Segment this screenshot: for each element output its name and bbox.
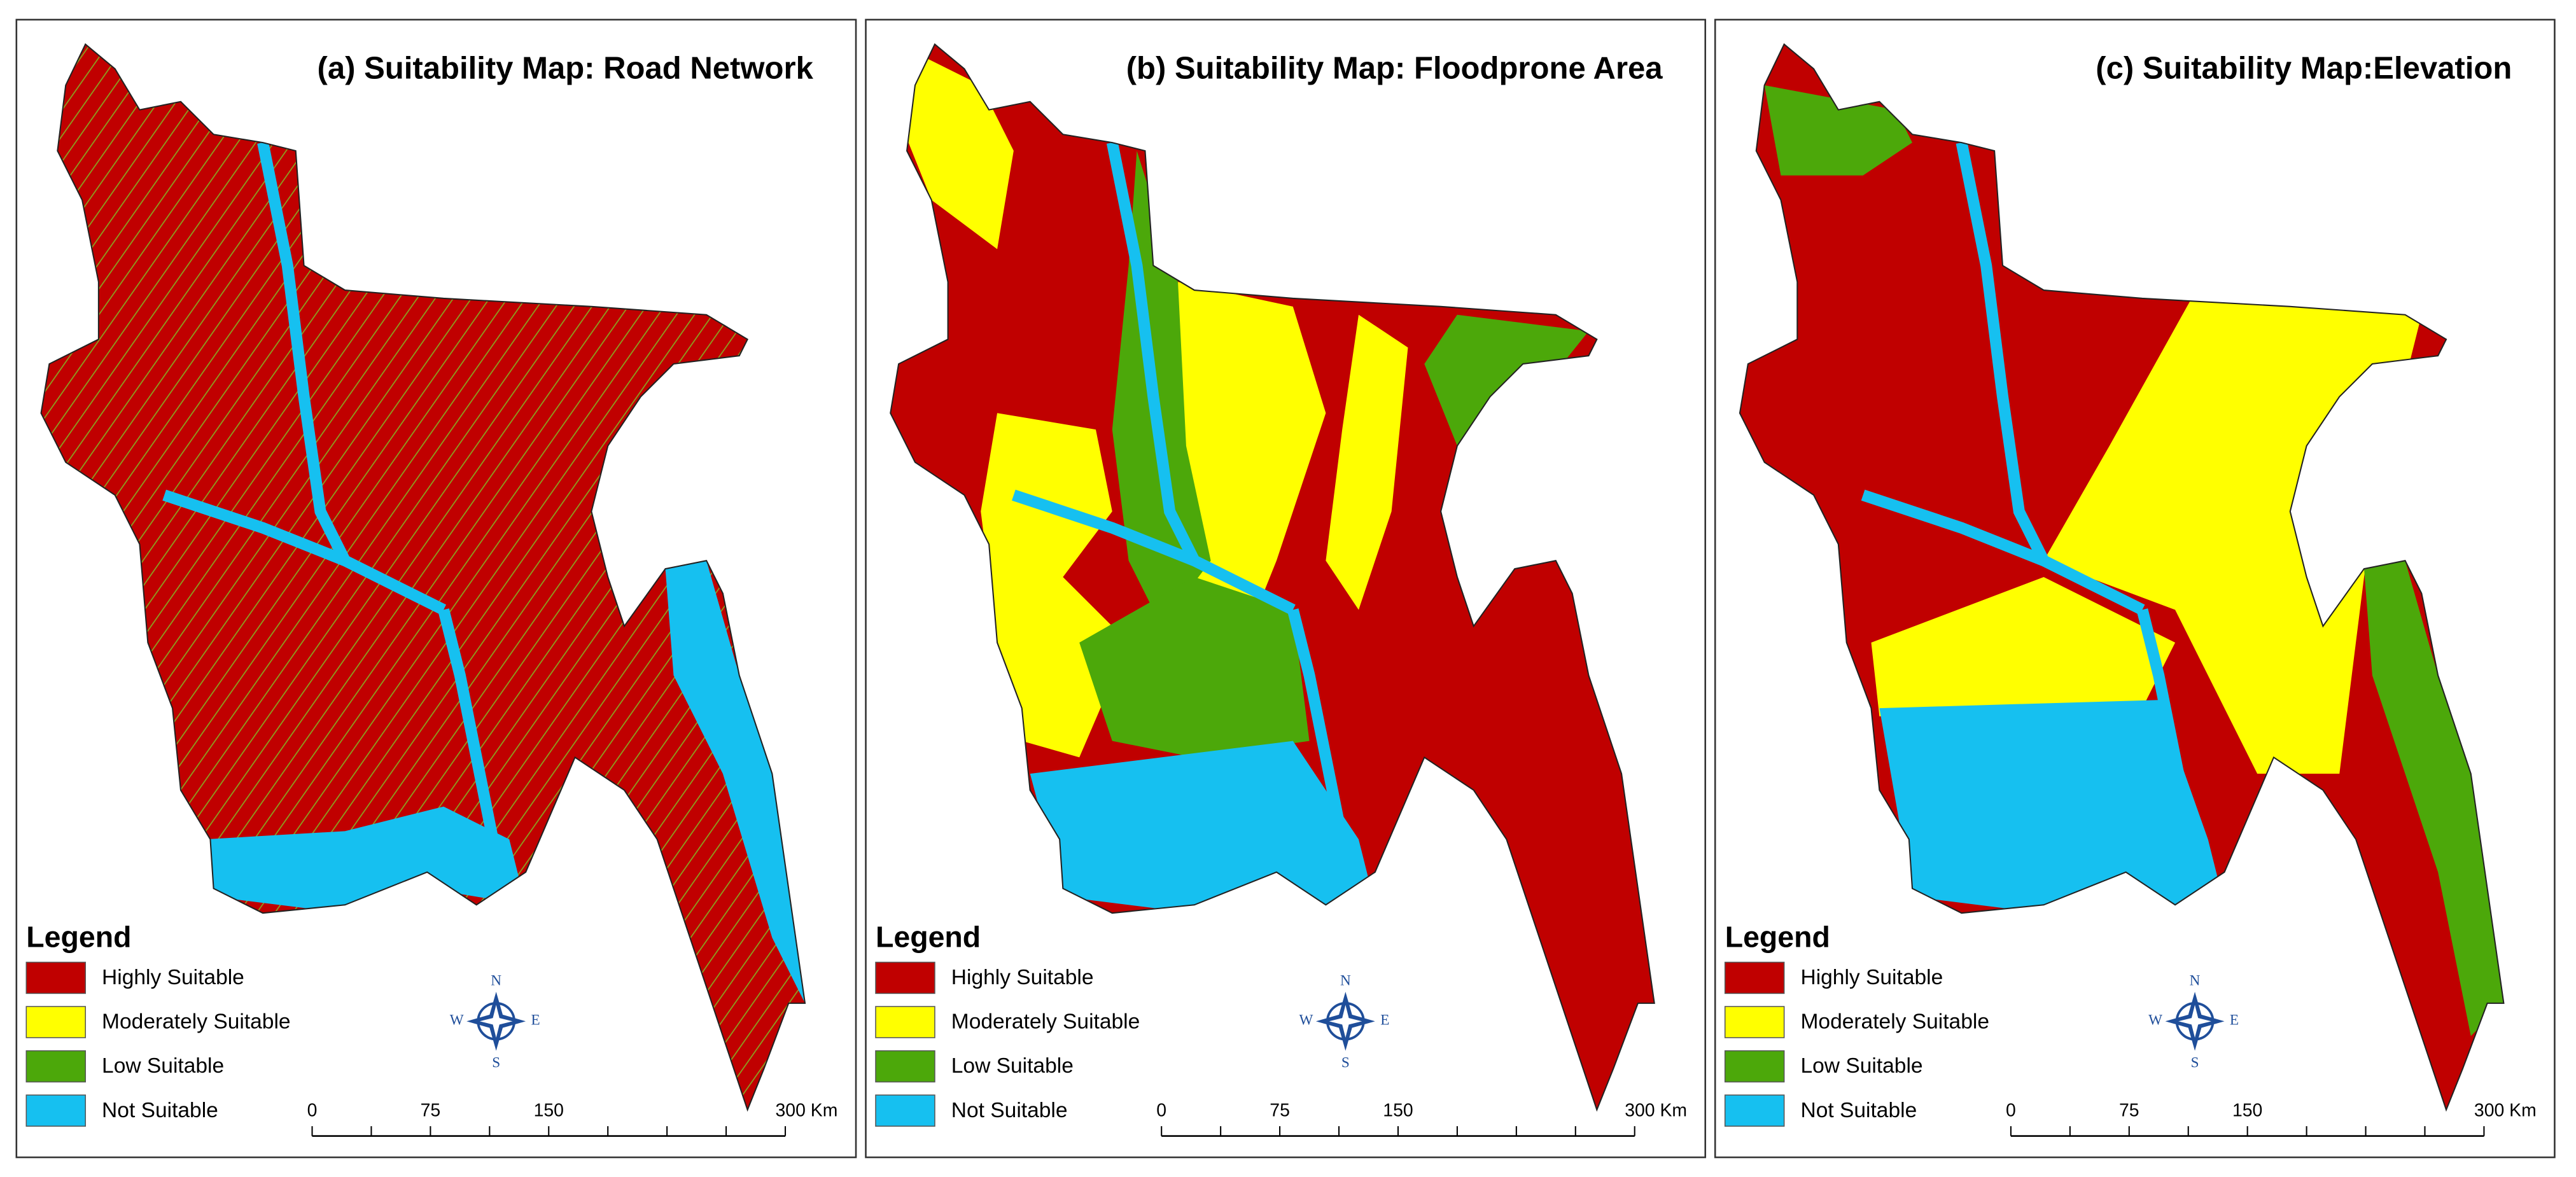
suitability-region — [1764, 85, 1913, 176]
scale-label: 300 Km — [2474, 1100, 2537, 1120]
scale-label: 150 — [1383, 1100, 1413, 1120]
scale-label: 0 — [307, 1100, 318, 1120]
panel: (a) Suitability Map: Road Network Legend H… — [15, 18, 857, 1159]
legend-label: Not Suitable — [951, 1099, 1068, 1122]
legend-title: Legend — [876, 921, 981, 954]
compass-e: E — [531, 1012, 540, 1029]
river — [1106, 141, 1296, 615]
legend-label: Low Suitable — [1800, 1054, 1922, 1078]
legend-swatch — [875, 1094, 935, 1127]
scale-label: 0 — [2006, 1100, 2016, 1120]
suitability-region — [1178, 282, 1326, 643]
legend-label: Low Suitable — [102, 1054, 224, 1078]
legend-label: Not Suitable — [102, 1099, 218, 1122]
legend-label: Low Suitable — [951, 1054, 1074, 1078]
compass-n: N — [2190, 973, 2201, 989]
scale-label: 300 Km — [776, 1100, 838, 1120]
legend-title: Legend — [1725, 921, 1830, 954]
legend-swatch — [25, 1094, 87, 1127]
compass-s: S — [492, 1055, 500, 1071]
river — [1012, 489, 1197, 566]
river — [1861, 489, 2046, 566]
river — [257, 141, 447, 615]
compass-star-inner — [2178, 1005, 2211, 1038]
scale-label: 150 — [534, 1100, 564, 1120]
legend-label: Highly Suitable — [1800, 966, 1943, 989]
legend-swatch — [1724, 1094, 1785, 1127]
legend-swatch — [875, 1050, 935, 1083]
suitability-region — [1879, 700, 2225, 914]
scale-label: 75 — [421, 1100, 441, 1120]
panel: (b) Suitability Map: Floodprone Area Lege… — [865, 18, 1707, 1159]
river — [438, 608, 499, 840]
legend-swatch — [875, 961, 935, 994]
legend-swatch — [25, 1006, 87, 1038]
scale-label: 300 Km — [1625, 1100, 1687, 1120]
compass: N S E W — [2148, 973, 2239, 1071]
river — [1287, 608, 1348, 840]
legend-title: Legend — [26, 921, 131, 954]
legend-swatch — [1724, 1006, 1785, 1038]
compass-star-inner — [1329, 1005, 1362, 1038]
legend-label: Highly Suitable — [102, 966, 244, 989]
suitability-region — [1079, 576, 1310, 758]
compass-w: W — [1299, 1012, 1313, 1029]
compass-e: E — [2230, 1012, 2239, 1029]
legend-swatch — [25, 961, 87, 994]
legend-swatch — [1724, 1050, 1785, 1083]
scale-label: 0 — [1156, 1100, 1166, 1120]
compass-s: S — [2191, 1055, 2199, 1071]
compass-w: W — [450, 1012, 464, 1029]
scale-label: 75 — [1270, 1100, 1290, 1120]
suitability-region — [1326, 314, 1408, 610]
scale-label: 150 — [2232, 1100, 2262, 1120]
legend-label: Moderately Suitable — [102, 1010, 291, 1034]
compass-e: E — [1380, 1012, 1389, 1029]
suitability-region — [1871, 576, 2176, 716]
panel: (c) Suitability Map:Elevation Legend Highl… — [1714, 18, 2556, 1159]
map-title: (a) Suitability Map: Road Network — [318, 52, 814, 86]
map-title: (c) Suitability Map:Elevation — [2096, 52, 2512, 86]
compass: N S E W — [450, 973, 540, 1071]
river — [2136, 608, 2197, 840]
suitability-region — [1030, 741, 1375, 914]
compass-n: N — [491, 973, 501, 989]
compass-n: N — [1340, 973, 1351, 989]
river — [162, 489, 347, 566]
map — [889, 43, 1655, 1111]
compass: N S E W — [1299, 973, 1389, 1071]
legend-swatch — [875, 1006, 935, 1038]
river — [1956, 141, 2145, 615]
legend-label: Moderately Suitable — [1800, 1010, 1989, 1034]
compass-star-inner — [479, 1005, 513, 1038]
suitability-region — [2363, 561, 2504, 1036]
map-regions — [899, 52, 1589, 914]
compass-w: W — [2148, 1012, 2162, 1029]
suitability-region — [665, 561, 805, 1003]
compass-s: S — [1341, 1055, 1350, 1071]
legend-swatch — [1724, 961, 1785, 994]
map-title: (b) Suitability Map: Floodprone Area — [1126, 52, 1663, 86]
legend-label: Not Suitable — [1800, 1099, 1917, 1122]
legend-label: Highly Suitable — [951, 966, 1094, 989]
scale-label: 75 — [2119, 1100, 2139, 1120]
legend-label: Moderately Suitable — [951, 1010, 1140, 1034]
legend-swatch — [25, 1050, 87, 1083]
